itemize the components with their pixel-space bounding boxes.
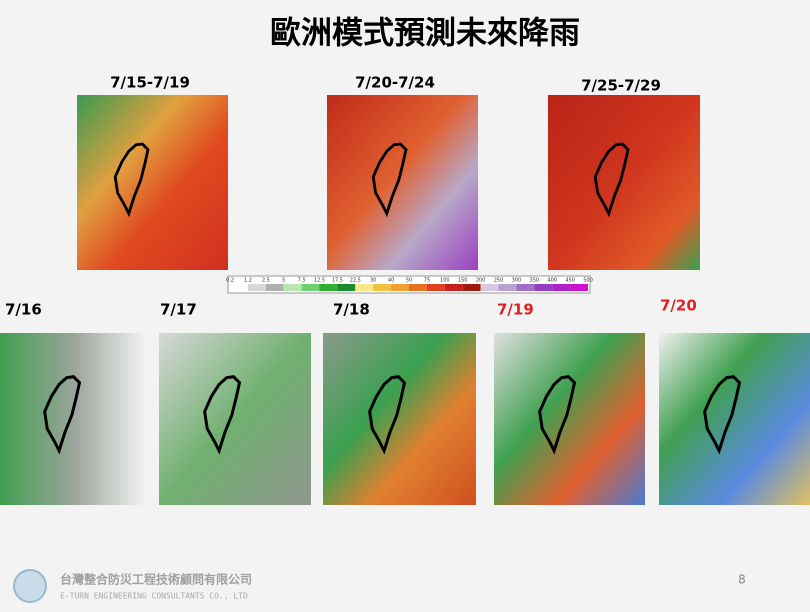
colorbar-label: 250 xyxy=(494,278,504,284)
map-label: 7/18 xyxy=(333,301,370,319)
map-label: 7/20-7/24 xyxy=(355,74,435,92)
colorbar-band xyxy=(337,284,356,291)
colorbar-band xyxy=(570,284,588,291)
company-name: 台灣整合防災工程技術顧問有限公司 xyxy=(60,572,252,587)
colorbar-label: 350 xyxy=(530,278,540,284)
map-label: 7/25-7/29 xyxy=(581,77,661,95)
colorbar-band xyxy=(247,284,266,291)
colorbar-band xyxy=(409,284,427,291)
colorbar-label: 22.5 xyxy=(350,278,361,284)
map-label: 7/20 xyxy=(660,297,697,315)
company-name-en: E-TURN ENGINEERING CONSULTANTS CO., LTD xyxy=(60,592,248,601)
colorbar-label: 5 xyxy=(282,278,285,284)
company-logo xyxy=(13,569,47,603)
colorbar-label: 500 xyxy=(583,278,593,284)
colorbar-label: 150 xyxy=(458,278,468,284)
map-label: 7/19 xyxy=(497,301,534,319)
colorbar-band xyxy=(534,284,553,291)
colorbar-band xyxy=(426,284,445,291)
colorbar-band xyxy=(355,284,374,291)
colorbar-band xyxy=(552,284,571,291)
colorbar-label: 400 xyxy=(547,278,557,284)
colorbar-label: 200 xyxy=(476,278,486,284)
colorbar-label: 30 xyxy=(370,278,376,284)
colorbar-band xyxy=(516,284,535,291)
map-image xyxy=(548,95,700,270)
colorbar-band xyxy=(230,284,248,291)
colorbar-label: 0.2 xyxy=(226,278,234,284)
map-image xyxy=(159,333,311,505)
colorbar-label: 50 xyxy=(406,278,412,284)
colorbar-label: 75 xyxy=(424,278,430,284)
colorbar-band xyxy=(498,284,517,291)
colorbar-label: 40 xyxy=(388,278,394,284)
colorbar-band xyxy=(480,284,499,291)
colorbar-label: 1.2 xyxy=(244,278,252,284)
map-image xyxy=(327,95,478,270)
map-image xyxy=(659,333,810,505)
map-label: 7/17 xyxy=(160,301,197,319)
colorbar-band xyxy=(462,284,481,291)
colorbar: 0.2 1.2 2.5 5 7.5 12.5 17.5 22.5 30 40 50 75 100 150 2… xyxy=(226,275,593,294)
map-image xyxy=(77,95,228,270)
map-image xyxy=(494,333,645,505)
colorbar-band xyxy=(265,284,284,291)
colorbar-band xyxy=(444,284,463,291)
map-label: 7/15-7/19 xyxy=(110,74,190,92)
colorbar-band xyxy=(373,284,392,291)
colorbar-label: 2.5 xyxy=(262,278,270,284)
colorbar-label: 17.5 xyxy=(332,278,343,284)
colorbar-label: 300 xyxy=(512,278,522,284)
colorbar-label: 450 xyxy=(565,278,575,284)
map-label: 7/16 xyxy=(5,301,42,319)
colorbar-label: 7.5 xyxy=(298,278,306,284)
colorbar-band xyxy=(391,284,409,291)
colorbar-label: 12.5 xyxy=(314,278,325,284)
colorbar-band xyxy=(301,284,320,291)
map-image xyxy=(0,333,147,505)
colorbar-band xyxy=(283,284,302,291)
colorbar-band xyxy=(319,284,338,291)
slide-title: 歐洲模式預測未來降雨 xyxy=(270,16,580,52)
colorbar-label: 100 xyxy=(440,278,450,284)
map-image xyxy=(323,333,476,505)
page-number: 8 xyxy=(738,573,746,587)
